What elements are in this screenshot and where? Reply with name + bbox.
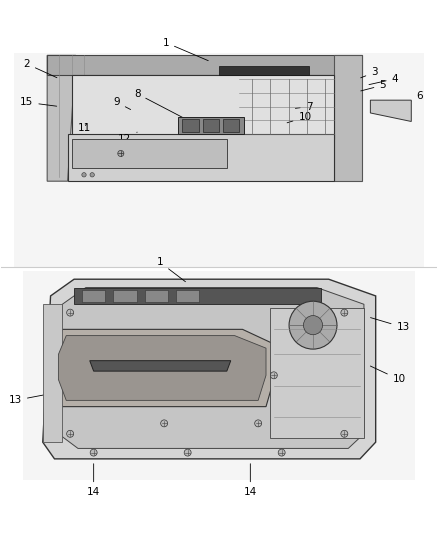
Polygon shape [54, 329, 274, 407]
Circle shape [67, 430, 74, 437]
Polygon shape [72, 75, 334, 139]
Polygon shape [178, 117, 244, 134]
Polygon shape [334, 55, 362, 181]
Text: 12: 12 [118, 132, 137, 143]
Polygon shape [47, 55, 362, 75]
Polygon shape [74, 288, 321, 304]
Circle shape [304, 316, 322, 335]
Circle shape [289, 301, 337, 349]
Polygon shape [113, 289, 137, 302]
Polygon shape [90, 361, 231, 371]
Polygon shape [223, 119, 240, 132]
Polygon shape [219, 66, 309, 75]
Circle shape [341, 309, 348, 316]
Circle shape [278, 449, 285, 456]
Polygon shape [176, 289, 199, 302]
Text: 11: 11 [78, 123, 91, 133]
Circle shape [270, 372, 277, 379]
Polygon shape [23, 271, 415, 480]
Text: 14: 14 [244, 464, 257, 497]
Text: 13: 13 [371, 318, 410, 332]
Polygon shape [203, 119, 219, 132]
Polygon shape [43, 304, 62, 442]
Polygon shape [72, 139, 227, 168]
Text: 13: 13 [9, 391, 67, 406]
Polygon shape [58, 336, 266, 400]
Text: 1: 1 [157, 257, 185, 282]
Text: 3: 3 [360, 68, 378, 78]
Polygon shape [67, 134, 334, 181]
Polygon shape [82, 289, 106, 302]
Circle shape [90, 173, 94, 177]
Text: 1: 1 [162, 38, 208, 61]
Text: 15: 15 [20, 98, 57, 107]
Polygon shape [47, 55, 76, 181]
Text: 5: 5 [361, 80, 386, 91]
Text: 6: 6 [406, 91, 423, 105]
Circle shape [184, 449, 191, 456]
Text: 4: 4 [369, 74, 398, 85]
Circle shape [254, 420, 261, 427]
Polygon shape [371, 100, 411, 122]
Circle shape [118, 150, 124, 157]
Text: 14: 14 [87, 464, 100, 497]
Text: 10: 10 [371, 366, 406, 384]
Polygon shape [58, 288, 364, 448]
Circle shape [90, 449, 97, 456]
Circle shape [67, 309, 74, 316]
Text: 7: 7 [295, 102, 312, 111]
Circle shape [161, 420, 168, 427]
Text: 9: 9 [113, 98, 131, 110]
Text: 10: 10 [287, 112, 311, 123]
Circle shape [341, 430, 348, 437]
Text: 2: 2 [23, 59, 57, 78]
Polygon shape [182, 119, 198, 132]
Polygon shape [270, 309, 364, 438]
Polygon shape [43, 279, 376, 459]
Polygon shape [14, 53, 424, 266]
Text: 8: 8 [134, 89, 196, 125]
Circle shape [82, 173, 86, 177]
Polygon shape [145, 289, 168, 302]
